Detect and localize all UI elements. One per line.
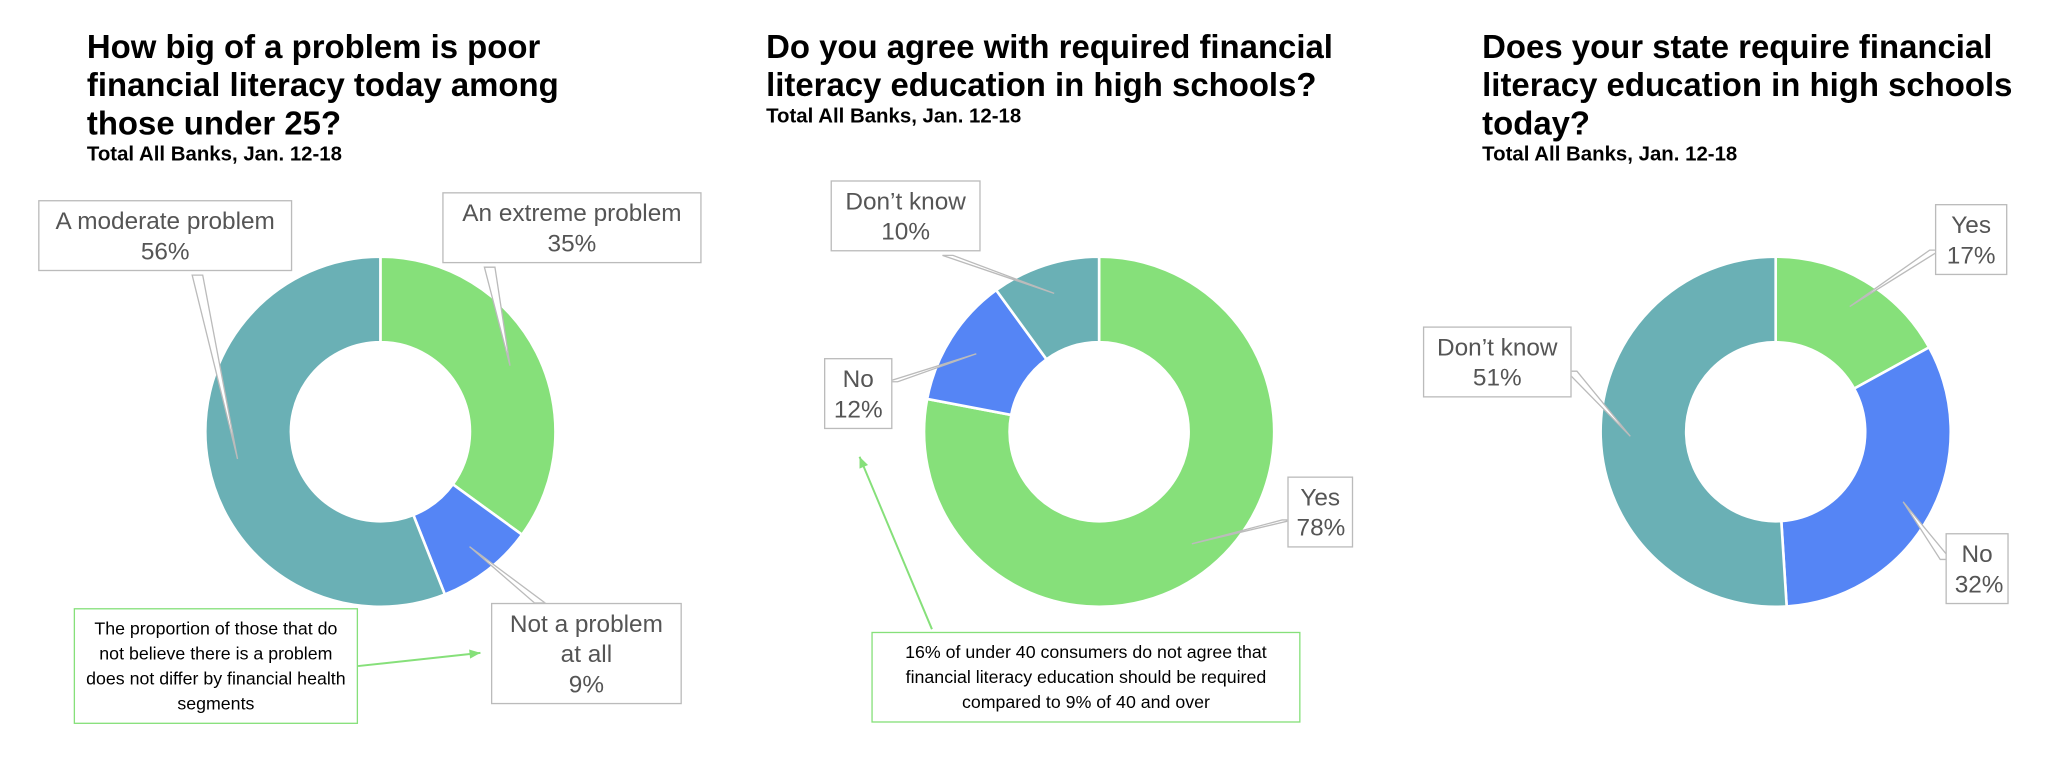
chart-subtitle: Total All Banks, Jan. 12-18 <box>86 143 343 166</box>
annotation-arrow <box>858 456 933 630</box>
arrow-head <box>859 456 869 469</box>
data-label: A moderate problem 56% <box>38 200 293 272</box>
value-label: 10% <box>881 217 930 245</box>
annotation-text: The proportion of those that do not beli… <box>86 618 346 714</box>
donut-slice <box>1779 345 1953 608</box>
data-label: Don’t know 10% <box>830 180 981 252</box>
data-label: An extreme problem 35% <box>442 192 702 264</box>
value-label: 32% <box>1954 569 2004 598</box>
category-name: No <box>842 364 874 393</box>
annotation: 16% of under 40 consumers do not agree t… <box>871 631 1301 723</box>
title-text: Does your state require financial litera… <box>1482 28 2013 143</box>
annotation: The proportion of those that do not beli… <box>73 608 359 724</box>
chart-title: How big of a problem is poor financial l… <box>87 29 640 167</box>
annotation-text: 16% of under 40 consumers do not agree t… <box>905 642 1267 713</box>
category-name: Yes <box>1300 483 1341 511</box>
category-name: A moderate problem <box>55 206 275 235</box>
leader-line <box>191 274 239 460</box>
value-label: 56% <box>140 236 190 265</box>
leader-line <box>886 353 977 383</box>
annotation-arrow <box>357 651 481 668</box>
donut-slice <box>379 255 557 537</box>
donut-slice <box>204 255 447 609</box>
chart-subtitle: Total All Banks, Jan. 12-18 <box>1482 143 1738 166</box>
category-name: No <box>1961 539 1993 568</box>
data-label: Not a problem at all 9% <box>490 602 682 705</box>
value-label: 51% <box>1472 363 1522 391</box>
data-label: No 12% <box>824 358 893 430</box>
category-name: Not a problem at all <box>509 609 663 668</box>
value-label: 9% <box>568 669 605 698</box>
arrow-head <box>469 649 481 659</box>
data-label: Don’t know 51% <box>1422 326 1572 398</box>
leader-line <box>469 546 547 604</box>
leader-line <box>1564 370 1631 437</box>
leader-line <box>1849 249 1943 308</box>
value-label: 35% <box>547 229 597 257</box>
category-name: Don’t know <box>845 186 966 215</box>
chart-title: Do you agree with required financial lit… <box>766 29 1398 129</box>
data-label: Yes 78% <box>1287 476 1354 548</box>
leader-line <box>483 266 511 366</box>
category-name: Yes <box>1951 210 1992 239</box>
category-name: An extreme problem <box>462 198 682 227</box>
data-label: Yes 17% <box>1934 204 2008 276</box>
donut-slice <box>1599 255 1789 609</box>
data-label: No 32% <box>1945 533 2009 605</box>
chart-subtitle: Total All Banks, Jan. 12-18 <box>766 105 1022 128</box>
title-text: How big of a problem is poor financial l… <box>86 28 559 143</box>
value-label: 12% <box>833 394 883 423</box>
leader-line <box>942 254 1055 295</box>
title-text: Do you agree with required financial lit… <box>766 28 1333 104</box>
value-label: 17% <box>1946 240 1996 269</box>
leader-line <box>1902 501 1953 561</box>
value-label: 78% <box>1296 513 1346 541</box>
chart-title: Does your state require financial litera… <box>1482 29 2048 167</box>
donut-slice <box>922 255 1276 609</box>
category-name: Don’t know <box>1437 333 1558 361</box>
